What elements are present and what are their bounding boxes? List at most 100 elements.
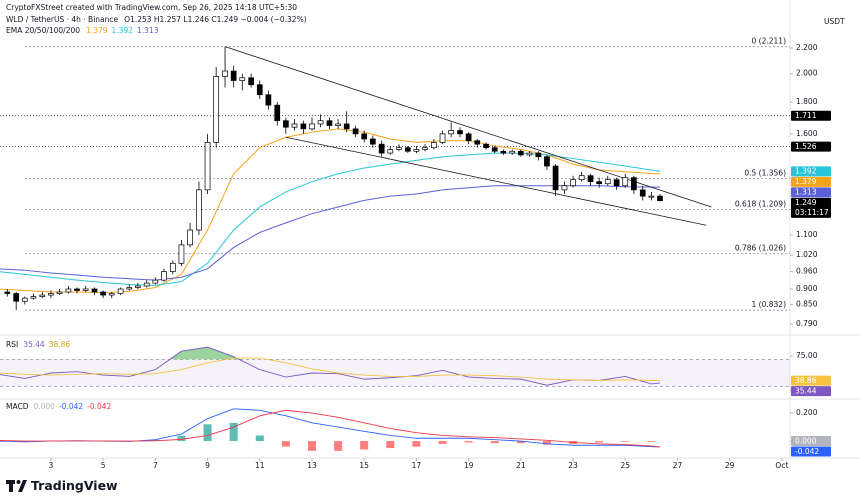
candle-body xyxy=(21,297,28,302)
candle-body xyxy=(274,104,281,122)
price-label-box xyxy=(791,436,831,447)
candle-body xyxy=(457,130,463,135)
candle-body xyxy=(657,195,663,201)
candle-body xyxy=(213,76,220,143)
ema-legend: EMA 20/50/100/200 1.379 1.392 1.313 xyxy=(6,26,159,35)
logo-part xyxy=(6,480,15,484)
ema-line xyxy=(0,128,661,294)
x-tick-label: 23 xyxy=(568,461,578,470)
candle-body xyxy=(256,84,263,96)
y-tick-label: 1.600 xyxy=(796,129,818,138)
candle-body xyxy=(465,133,472,142)
brand-name: TradingView xyxy=(31,478,118,493)
macd-histogram-bar xyxy=(386,441,395,449)
macd-histogram-bar xyxy=(516,441,525,444)
candle-body xyxy=(544,156,550,167)
candle-body xyxy=(56,291,63,294)
x-tick-label: Oct xyxy=(775,461,788,470)
candle-body xyxy=(30,296,37,299)
candle-body xyxy=(239,77,246,81)
candle-body xyxy=(161,271,167,281)
candle-body xyxy=(448,130,454,135)
macd-histogram-bar xyxy=(412,441,421,447)
y-tick-label: 0.200 xyxy=(796,408,818,417)
candle-body xyxy=(335,123,341,126)
candle-body xyxy=(143,282,150,287)
y-tick-label: 0.960 xyxy=(796,267,818,276)
x-tick-label: 7 xyxy=(153,461,158,470)
macd-pane xyxy=(0,408,661,451)
candle-body xyxy=(561,185,568,191)
x-tick-label: 15 xyxy=(359,461,369,470)
macd-histogram-bar xyxy=(255,435,264,442)
candle-body xyxy=(4,291,11,294)
macd-histogram-bar xyxy=(203,424,212,442)
ema-line xyxy=(0,185,660,281)
macd-histogram-bar xyxy=(307,441,316,451)
candle-body xyxy=(91,288,98,293)
x-tick-label: 25 xyxy=(620,461,630,470)
symbol: WLD / TetherUS · 4h · Binance xyxy=(6,15,119,24)
price-label: 1.249 xyxy=(795,198,817,207)
x-tick-label: 5 xyxy=(101,461,106,470)
price-label: -0.042 xyxy=(795,447,819,456)
macd-histogram-bar xyxy=(647,441,656,442)
candle-body xyxy=(283,120,289,128)
candle-body xyxy=(134,285,141,288)
symbol-line: WLD / TetherUS · 4h · Binance O1.253 H1.2… xyxy=(6,15,307,24)
price-label-box xyxy=(791,176,831,187)
price-label-box xyxy=(791,187,831,198)
macd-value: -0.042 xyxy=(59,402,83,411)
price-label-box xyxy=(791,375,831,386)
candle-body xyxy=(604,179,611,185)
fib-label: 1 (0.832) xyxy=(752,300,787,309)
candle-body xyxy=(509,150,516,154)
y-tick-label: 2.200 xyxy=(796,43,818,52)
brand-logo: TradingView xyxy=(6,478,118,493)
candle-body xyxy=(639,189,646,197)
ema-line xyxy=(0,152,661,286)
y-tick-label: 1.020 xyxy=(796,250,818,259)
rsi-legend: RSI 35.44 38.86 xyxy=(6,340,70,349)
candle-body xyxy=(169,262,176,272)
candle-body xyxy=(431,142,437,149)
price-label-box xyxy=(791,110,831,121)
candle-body xyxy=(369,138,376,145)
candle-body xyxy=(500,150,507,154)
candle-body xyxy=(196,189,202,231)
ema-value: 1.392 xyxy=(112,26,134,35)
macd-histogram-bar xyxy=(177,435,186,442)
candle-body xyxy=(152,279,159,284)
macd-histogram-bar xyxy=(438,441,447,444)
price-label: 1.379 xyxy=(795,177,817,186)
candle-body xyxy=(291,123,298,128)
price-label-box xyxy=(791,446,831,457)
macd-histogram-bar xyxy=(334,441,343,451)
candle-body xyxy=(74,288,80,291)
x-tick-label: 27 xyxy=(673,461,683,470)
signal-value: -0.042 xyxy=(87,402,111,411)
candle-body xyxy=(613,179,620,187)
rsi-pane xyxy=(0,346,790,387)
candle-body xyxy=(439,133,446,143)
candle-body xyxy=(396,147,402,150)
candle-body xyxy=(387,149,394,154)
x-tick-label: 29 xyxy=(725,461,735,470)
y-tick-label: 0.850 xyxy=(796,299,818,308)
candle-body xyxy=(535,152,542,158)
x-tick-label: 21 xyxy=(516,461,526,470)
logo-part xyxy=(18,480,27,492)
candle-body xyxy=(108,293,115,296)
candle-body xyxy=(483,143,489,149)
fib-label: 0.786 (1.026) xyxy=(735,244,786,253)
credit: CryptoFXStreet created with TradingView.… xyxy=(6,3,297,12)
candle-body xyxy=(622,177,629,187)
price-label-box xyxy=(791,166,831,177)
price-label: 35.44 xyxy=(795,386,817,395)
candle-body xyxy=(48,293,54,296)
candle-body xyxy=(65,288,72,293)
candle-body xyxy=(587,175,594,183)
candle-body xyxy=(265,94,272,106)
candle-body xyxy=(300,123,307,130)
candle-body xyxy=(126,287,133,290)
